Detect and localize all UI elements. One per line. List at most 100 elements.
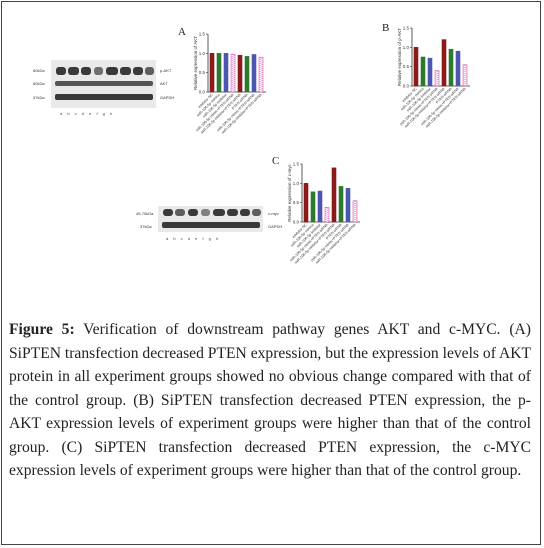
y-tick-label: 0.0 — [199, 90, 206, 95]
blot-row-akt — [51, 81, 156, 86]
figure-caption: Figure 5: Verification of downstream pat… — [9, 318, 531, 483]
y-tick-label: 1.0 — [403, 45, 410, 50]
bar-hatch — [258, 88, 264, 91]
bar-hatch — [230, 55, 236, 58]
bar-hatch — [258, 72, 264, 75]
bar-hatch — [462, 80, 468, 83]
bar — [434, 70, 440, 87]
bar-hatch — [462, 64, 468, 67]
bar-hatch — [230, 85, 236, 88]
bar — [303, 183, 309, 223]
bar-hatch — [462, 84, 468, 87]
bar-hatch — [434, 82, 440, 85]
blot-row-gapdh-bottom — [158, 222, 263, 228]
blot-bottom-right-label-2: GAPDH — [268, 224, 283, 229]
bar-hatch — [324, 221, 330, 224]
bar-hatch — [230, 71, 236, 74]
bar — [413, 47, 419, 87]
blot-top-left-label-3: 37kDa — [33, 95, 45, 100]
bar-hatch — [324, 215, 330, 218]
bar-hatch — [434, 84, 440, 87]
y-tick-label: 0.5 — [293, 200, 300, 205]
y-tick-label: 0.5 — [199, 70, 206, 75]
bar — [216, 53, 222, 93]
panel-letter-a: A — [178, 26, 186, 38]
y-tick-label: 1.0 — [199, 51, 206, 56]
bar-hatch — [258, 78, 264, 81]
bar-hatch — [352, 214, 358, 217]
bar-hatch — [434, 78, 440, 81]
y-axis-label: Relative expression of AKT — [193, 36, 198, 90]
y-tick-label: 1.5 — [199, 32, 206, 37]
bar-hatch — [258, 58, 264, 61]
bar — [420, 56, 426, 87]
bar — [427, 57, 433, 87]
bar-hatch — [230, 57, 236, 60]
bar — [455, 50, 461, 87]
bar-hatch — [352, 200, 358, 203]
blot-bottom-lane-letters: a b c d e f g h — [166, 236, 219, 241]
y-tick-label: 1.5 — [403, 26, 410, 31]
blot-bottom-left-label-1: 49-70kDa — [136, 211, 154, 216]
western-blot-bottom — [158, 206, 263, 232]
bar-hatch — [462, 68, 468, 71]
bar-hatch — [462, 78, 468, 81]
bar — [251, 54, 257, 93]
bar-hatch — [352, 206, 358, 209]
bar-hatch — [258, 66, 264, 69]
bar-hatch — [352, 202, 358, 205]
bar-hatch — [258, 60, 264, 63]
bar-hatch — [258, 84, 264, 87]
bar-hatch — [258, 80, 264, 83]
bar — [345, 188, 351, 223]
blot-top-right-label-1: p-AKT — [160, 68, 172, 73]
blot-top-right-label-2: AKT — [160, 81, 168, 86]
blot-row-gapdh — [51, 94, 156, 100]
bar-hatch — [352, 208, 358, 211]
bar-hatch — [258, 56, 264, 59]
blot-row-c-myc — [158, 209, 263, 216]
bar-hatch — [230, 63, 236, 66]
bar-hatch — [258, 90, 264, 93]
bar — [338, 186, 344, 223]
y-axis-label: Relative expression of p-AKT — [397, 28, 402, 87]
bar — [448, 48, 454, 87]
bar-hatch — [230, 53, 236, 56]
bar-hatch — [230, 69, 236, 72]
bar-hatch — [230, 77, 236, 80]
figure-label: Figure 5: — [9, 321, 75, 338]
bar — [209, 53, 215, 93]
bar-hatch — [462, 66, 468, 69]
blot-bottom-left-label-2: 37kDa — [140, 224, 152, 229]
bar-hatch — [324, 207, 330, 210]
bar-hatch — [352, 220, 358, 223]
bar-hatch — [230, 87, 236, 90]
bar-hatch — [230, 67, 236, 70]
blot-top-lane-letters: a b c d e f g h — [60, 111, 113, 116]
bar — [331, 167, 337, 223]
bar-hatch — [434, 76, 440, 79]
bar-hatch — [324, 209, 330, 212]
bar-hatch — [230, 83, 236, 86]
bar-hatch — [352, 216, 358, 219]
figure-caption-text: Verification of downstream pathway genes… — [9, 321, 531, 479]
bar-hatch — [462, 76, 468, 79]
bar-hatch — [258, 74, 264, 77]
y-tick-label: 0.0 — [403, 84, 410, 89]
bar-hatch — [230, 65, 236, 68]
y-tick-label: 0.5 — [403, 64, 410, 69]
blot-top-right-label-3: GAPDH — [160, 95, 175, 100]
bar — [317, 190, 323, 223]
bar-hatch — [434, 80, 440, 83]
bar-hatch — [434, 72, 440, 75]
western-blot-top — [51, 60, 156, 108]
bar-hatch — [352, 212, 358, 215]
bar-hatch — [462, 70, 468, 73]
chart-a-axis — [207, 34, 266, 93]
panel-letter-c: C — [272, 155, 280, 167]
y-tick-label: 1.0 — [293, 181, 300, 186]
